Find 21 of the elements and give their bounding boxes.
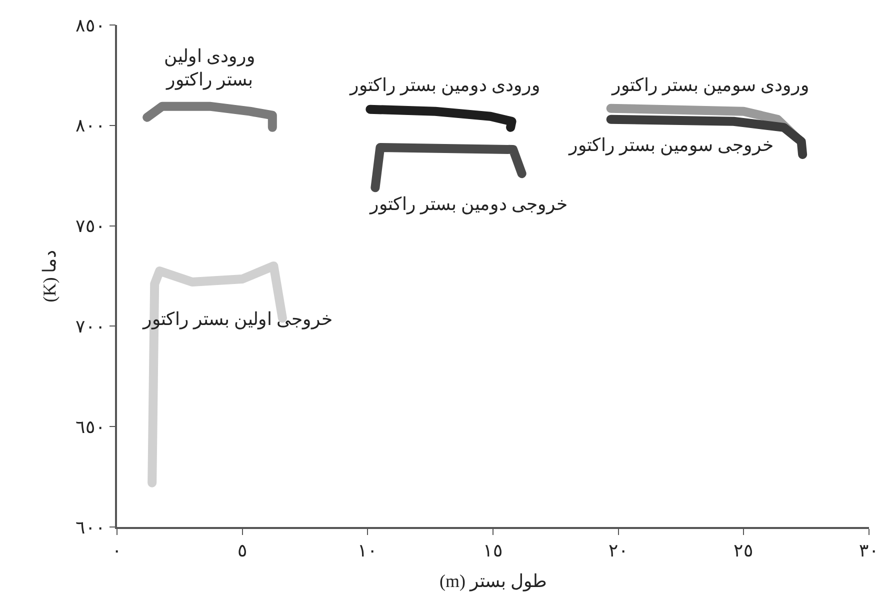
- y-tick-label: ٦٥٠: [76, 416, 106, 437]
- x-tick-label: ١٥: [483, 540, 503, 560]
- y-tick-label: ٧٠٠: [76, 316, 106, 336]
- y-tick-label: ٧٥٠: [76, 216, 106, 236]
- y-tick-label: ٨٥٠: [76, 15, 106, 36]
- x-tick-label: ٢٥: [734, 540, 754, 560]
- series-label: ورودی اولین بستر راکتور: [164, 46, 256, 90]
- y-tick-label: ٨٠٠: [76, 116, 106, 136]
- y-axis-title: (K) دما: [39, 250, 60, 302]
- x-axis-title: (m) طول بستر: [440, 570, 546, 592]
- series-label: خروجی سومین بستر راکتور: [568, 135, 774, 156]
- x-tick-label: ٠: [112, 540, 122, 560]
- x-tick-label: ١٠: [358, 540, 378, 560]
- series-label: ورودی سومین بستر راکتور: [611, 75, 810, 96]
- x-tick-label: ٢٠: [608, 540, 628, 560]
- y-tick-label: ٦٠٠: [76, 517, 106, 538]
- x-tick-label: ٣٠: [859, 540, 879, 560]
- x-tick-label: ٥: [237, 540, 248, 560]
- series-label: خروجی اولین بستر راکتور: [142, 309, 332, 330]
- series-label: ورودی دومین بستر راکتور: [349, 75, 540, 96]
- series-label: خروجی دومین بستر راکتور: [369, 194, 568, 215]
